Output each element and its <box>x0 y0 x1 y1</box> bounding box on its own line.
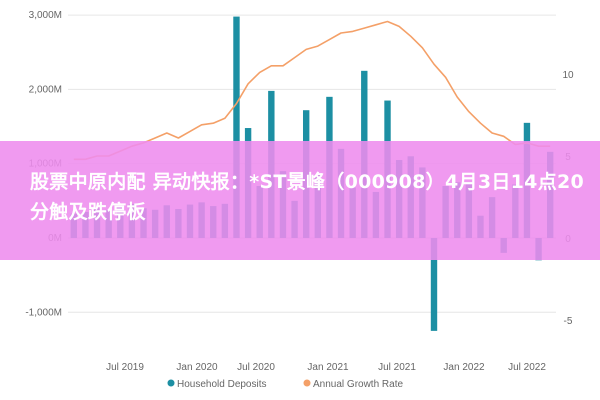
x-tick-label: Jan 2021 <box>307 362 349 373</box>
x-tick-label: Jan 2022 <box>443 362 485 373</box>
x-tick-label: Jan 2020 <box>176 362 218 373</box>
legend-label-household-deposits: Household Deposits <box>177 379 267 390</box>
growth-rate-line <box>73 20 551 161</box>
x-tick-label: Jul 2022 <box>508 362 546 373</box>
x-tick-label: Jul 2020 <box>237 362 275 373</box>
legend-label-annual-growth-rate: Annual Growth Rate <box>313 379 403 390</box>
legend: Household Deposits Annual Growth Rate <box>167 379 403 390</box>
left-tick-label: -1,000M <box>25 307 62 318</box>
left-tick-label: 2,000M <box>29 84 62 95</box>
right-tick-label: -5 <box>564 316 573 327</box>
line-series-annual-growth-rate <box>73 20 551 161</box>
bar <box>233 16 240 239</box>
headline-text[interactable]: 股票中原内配 异动快报：*ST景峰（000908）4月3日14点20分触及跌停板 <box>30 171 585 223</box>
right-tick-label: 10 <box>562 70 574 81</box>
x-tick-label: Jul 2019 <box>106 362 144 373</box>
legend-marker-household-deposits <box>167 379 175 387</box>
x-tick-label: Jul 2021 <box>378 362 416 373</box>
legend-marker-annual-growth-rate <box>303 379 311 387</box>
x-axis: Jul 2019 Jan 2020 Jul 2020 Jan 2021 Jul 2021… <box>106 362 546 373</box>
left-tick-label: 3,000M <box>29 10 62 21</box>
headline-banner <box>0 141 600 260</box>
bar <box>430 238 438 331</box>
